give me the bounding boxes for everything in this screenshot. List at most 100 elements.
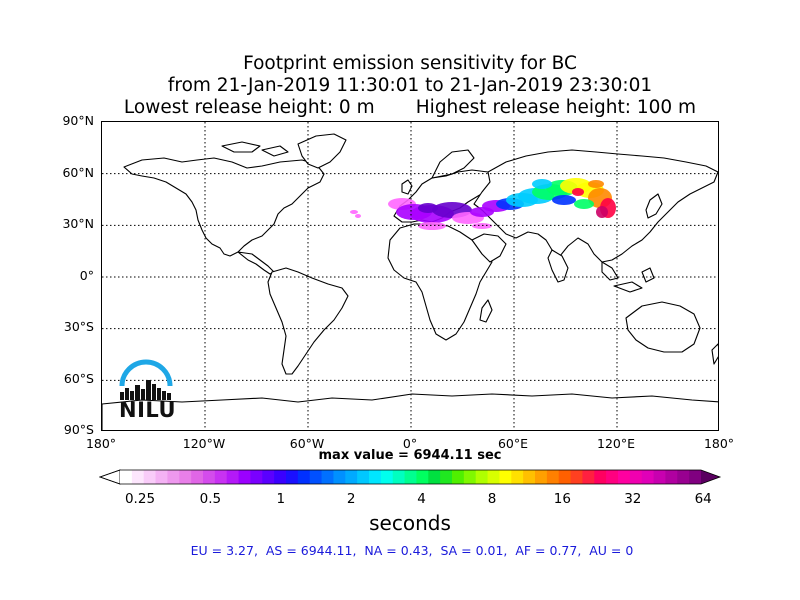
north-america [123,157,325,257]
colorbar-swatch [523,470,536,484]
colorbar-swatch [357,470,370,484]
longitude-label: 120°W [182,436,226,451]
nilu-logo-text: NILU [119,398,177,422]
colorbar-swatch [629,470,643,484]
colorbar [98,469,722,485]
colorbar-tick-label: 32 [624,491,642,507]
colorbar-swatch [487,470,500,484]
colorbar-swatch [665,470,678,484]
colorbar-swatch [440,470,453,484]
colorbar-swatch [297,470,311,484]
plume-cell [418,222,446,230]
colorbar-swatch [120,470,133,484]
latitude-label: 30°N [62,216,94,231]
colorbar-swatch [238,470,251,484]
colorbar-swatch [333,470,346,484]
colorbar-swatch [416,470,429,484]
colorbar-swatch [203,470,216,484]
british-isles [401,179,413,195]
colorbar-swatch [463,470,477,484]
colorbar-swatch [428,470,441,484]
longitude-label: 0° [402,436,418,451]
max-value-label: max value = 6944.11 sec [318,448,502,463]
colorbar-swatch [214,470,228,484]
colorbar-over-arrow [701,470,720,484]
colorbar-unit-label: seconds [369,511,451,535]
arabia [471,233,507,263]
colorbar-swatch [380,470,394,484]
colorbar-swatch [179,470,192,484]
colorbar-swatch [309,470,323,484]
colorbar-swatch [131,470,145,484]
colorbar-swatch [191,470,204,484]
colorbar-swatch [404,470,417,484]
greenland [297,133,347,169]
title-line-3: Lowest release height: 0 m Highest relea… [123,97,697,118]
colorbar-under-arrow [98,469,121,485]
colorbar-swatch [653,470,666,484]
plume-cell [355,214,361,218]
madagascar [479,299,493,323]
latitude-label: 60°S [63,370,94,386]
plume-cell [588,180,604,188]
latitude-label: 60°N [62,164,94,180]
colorbar-swatch [167,470,180,484]
world-map [101,121,719,431]
southeast-asia [601,261,655,293]
colorbar-swatch [143,470,157,484]
map-canvas [102,122,718,430]
latitude-label: 30°S [63,319,94,334]
plume-cell [472,223,492,229]
plume-cell [418,203,438,213]
japan [645,193,663,219]
colorbar-swatch [689,470,702,484]
longitude-label: 60°W [289,436,325,451]
colorbar-outline [98,469,722,485]
plume-cell [574,199,594,209]
arctic-islands [221,141,289,157]
longitude-label: 180° [85,436,117,451]
colorbar-swatch [274,470,287,484]
colorbar-swatch [558,470,572,484]
longitude-label: 120°E [596,436,636,451]
logo-skyline [120,380,171,400]
colorbar-swatch [499,470,512,484]
colorbar-tick-label: 0.5 [199,491,222,507]
colorbar-tick-label: 8 [487,491,497,507]
new-zealand [711,343,718,365]
colorbar-swatch [677,470,690,484]
colorbar-swatch [594,470,607,484]
latitude-label: 0° [79,267,94,283]
colorbar-swatch [250,470,263,484]
colorbar-swatch [452,470,465,484]
colorbar-swatch [155,470,168,484]
plume-cell [350,210,358,214]
title-line-2: from 21-Jan-2019 11:30:01 to 21-Jan-2019… [167,75,653,96]
plume-cell [552,195,576,205]
colorbar-swatch [369,470,382,484]
colorbar-swatch [618,470,631,484]
colorbar-swatch [321,470,334,484]
central-america [237,251,275,275]
longitude-label: 180° [703,436,735,451]
colorbar-tick-label: 1 [276,491,286,507]
colorbar-swatch [546,470,560,484]
colorbar-swatch [392,470,406,484]
south-america [267,267,349,375]
colorbar-swatch [475,470,489,484]
colorbar-swatch [286,470,299,484]
colorbar-swatch [570,470,583,484]
nilu-logo-icon [119,359,173,400]
africa [387,223,493,341]
plume-cell [596,206,608,218]
colorbar-swatch [511,470,524,484]
india [547,249,569,283]
colorbar-tick-label: 0.25 [124,491,156,507]
colorbar-swatch [582,470,595,484]
antarctica [102,393,718,430]
emission-plume [350,178,616,230]
colorbar-swatch [262,470,275,484]
longitude-label: 60°E [497,436,529,451]
colorbar-tick-label: 16 [553,491,571,507]
title-line-1: Footprint emission sensitivity for BC [243,53,577,74]
